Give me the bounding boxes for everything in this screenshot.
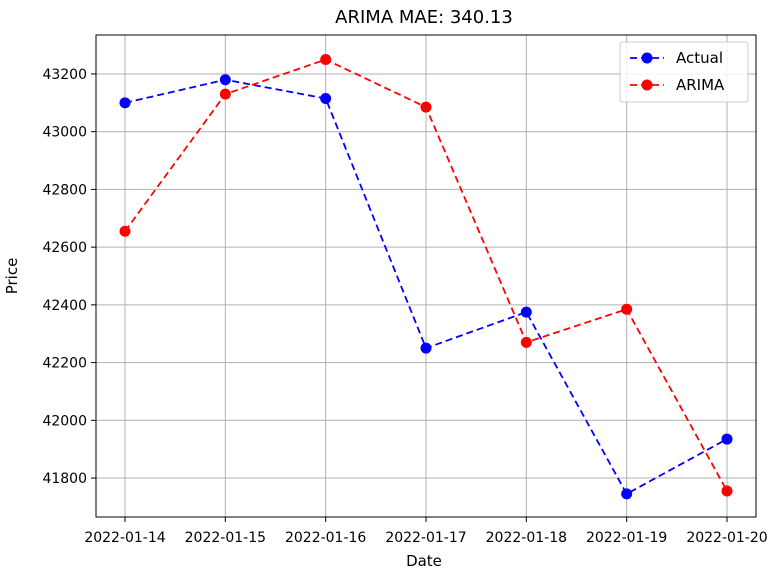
y-tick-label: 43200: [42, 67, 87, 83]
x-axis: 2022-01-14 2022-01-15 2022-01-16 2022-01-17…: [84, 517, 768, 546]
x-tick-label: 2022-01-17: [385, 530, 466, 546]
data-point-arima: [621, 303, 633, 315]
legend-label-actual: Actual: [676, 49, 723, 67]
x-tick-label: 2022-01-18: [486, 530, 567, 546]
x-tick-label: 2022-01-16: [285, 530, 366, 546]
legend-swatch-marker-actual: [641, 52, 653, 64]
legend: Actual ARIMA: [619, 41, 749, 103]
data-point-arima: [219, 88, 231, 100]
data-point-arima: [320, 54, 332, 66]
data-point-arima: [721, 485, 733, 497]
x-tick-label: 2022-01-20: [686, 530, 767, 546]
y-axis-title: Price: [3, 258, 21, 295]
legend-label-arima: ARIMA: [676, 76, 725, 94]
grid: [96, 35, 756, 517]
data-point-actual: [420, 342, 432, 354]
y-axis: 41800 42000 42200 42400 42600 42800 43000 43200: [42, 67, 96, 487]
y-tick-label: 42600: [42, 240, 87, 256]
data-point-actual: [219, 74, 231, 86]
x-tick-label: 2022-01-14: [84, 530, 165, 546]
y-tick-label: 42200: [42, 356, 87, 372]
y-tick-label: 42800: [42, 182, 87, 198]
data-point-arima: [520, 336, 532, 348]
data-point-actual: [621, 488, 633, 500]
y-tick-label: 43000: [42, 125, 87, 141]
data-point-actual: [520, 306, 532, 318]
y-tick-label: 42400: [42, 298, 87, 314]
data-point-actual: [721, 433, 733, 445]
legend-swatch-marker-arima: [641, 79, 653, 91]
x-tick-label: 2022-01-15: [185, 530, 266, 546]
data-point-actual: [119, 97, 131, 109]
y-tick-label: 41800: [42, 471, 87, 487]
data-point-actual: [320, 92, 332, 104]
y-tick-label: 42000: [42, 413, 87, 429]
x-axis-title: Date: [406, 552, 442, 570]
data-point-arima: [119, 225, 131, 237]
data-point-arima: [420, 101, 432, 113]
chart-title: ARIMA MAE: 340.13: [335, 7, 513, 28]
x-tick-label: 2022-01-19: [586, 530, 667, 546]
series-layer: [119, 54, 733, 500]
